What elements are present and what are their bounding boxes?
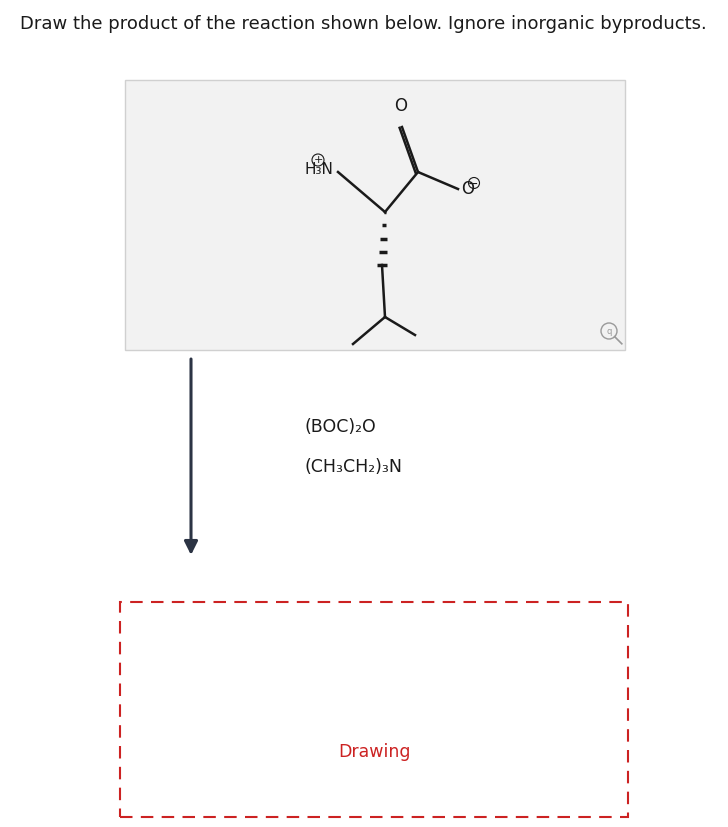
- Bar: [120, 602, 628, 817]
- Bar: [125, 80, 625, 350]
- Text: O: O: [461, 180, 474, 198]
- Text: (BOC)₂O: (BOC)₂O: [305, 418, 377, 436]
- Text: (CH₃CH₂)₃N: (CH₃CH₂)₃N: [305, 458, 403, 476]
- Text: Drawing: Drawing: [338, 743, 411, 761]
- Text: H₃N: H₃N: [304, 161, 333, 176]
- Text: q: q: [606, 327, 612, 336]
- Text: +: +: [313, 155, 323, 165]
- Text: −: −: [468, 178, 478, 190]
- Text: O: O: [395, 97, 408, 115]
- Text: Draw the product of the reaction shown below. Ignore inorganic byproducts.: Draw the product of the reaction shown b…: [20, 15, 707, 33]
